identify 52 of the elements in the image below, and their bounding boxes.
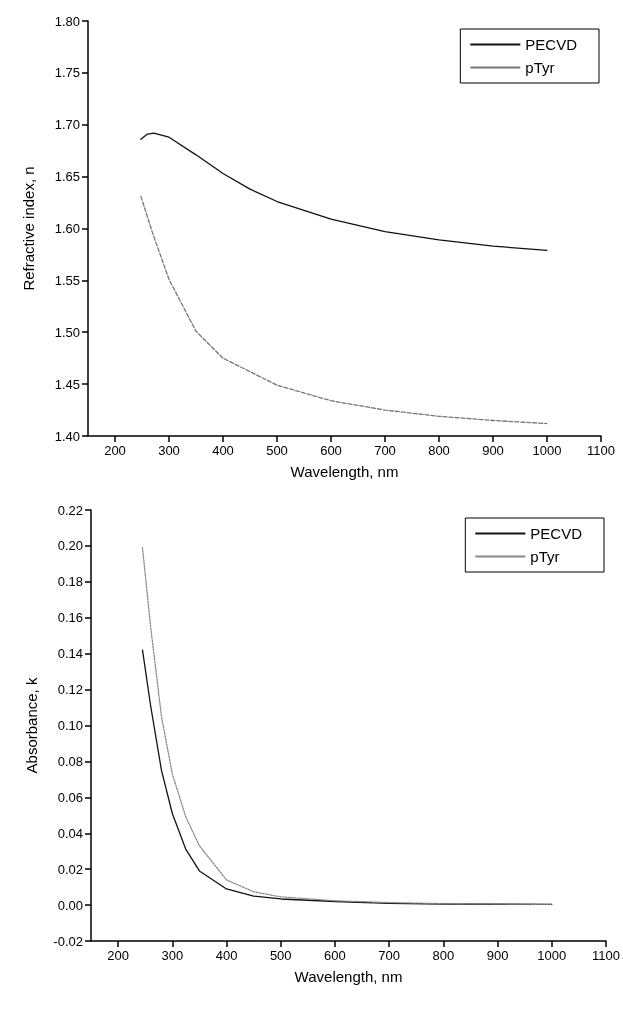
y-axis-title: Refractive index, n: [20, 166, 37, 291]
y-tick-label: 1.75: [54, 65, 80, 81]
x-tick-label: 1000: [532, 443, 562, 458]
x-axis-title: Wavelength, nm: [290, 463, 399, 480]
legend-label: pTyr: [525, 59, 555, 76]
x-tick-label: 1100: [587, 443, 615, 458]
x-tick-label: 200: [107, 948, 129, 963]
y-tick-label: 1.50: [54, 324, 80, 340]
x-tick-label: 400: [212, 443, 234, 458]
x-tick-label: 600: [320, 443, 342, 458]
y-tick-label: 0.20: [57, 538, 83, 554]
y-tick-label: 0.08: [57, 753, 83, 769]
x-tick-label: 800: [432, 948, 455, 963]
y-tick-label: 1.40: [54, 428, 80, 444]
y-tick-label: 0.00: [57, 897, 83, 913]
y-tick-label: 1.55: [54, 272, 80, 288]
x-tick-label: 1100: [592, 948, 620, 963]
x-tick-label: 300: [161, 948, 184, 963]
legend-label: PECVD: [530, 525, 583, 542]
x-tick-label: 400: [215, 948, 238, 963]
line-series: [140, 195, 548, 425]
x-tick-label: 300: [158, 443, 180, 458]
line-series: [140, 132, 548, 251]
x-tick-label: 200: [104, 443, 126, 458]
y-tick-label: 0.18: [57, 574, 83, 590]
x-tick-label: 500: [266, 443, 288, 458]
legend-label: pTyr: [530, 548, 560, 565]
y-axis-title: Absorbance, k: [23, 677, 40, 774]
y-tick-label: 0.22: [57, 502, 83, 518]
y-tick-label: 1.45: [54, 376, 80, 392]
x-tick-label: 1000: [537, 948, 567, 963]
y-tick-label: 0.14: [57, 646, 83, 662]
y-tick-label: 1.65: [54, 169, 80, 185]
y-tick-label: 0.10: [57, 718, 83, 733]
y-tick-label: -0.02: [53, 933, 83, 949]
x-tick-label: 800: [428, 443, 450, 458]
y-tick-label: 0.06: [57, 789, 83, 805]
x-tick-label: 500: [269, 948, 292, 963]
y-tick-label: 1.60: [54, 221, 80, 236]
x-tick-label: 900: [486, 948, 509, 963]
x-tick-label: 700: [374, 443, 396, 458]
y-tick-label: 0.16: [57, 610, 83, 626]
legend-label: PECVD: [525, 36, 578, 53]
y-tick-label: 1.70: [54, 117, 80, 133]
x-tick-label: 600: [324, 948, 346, 963]
y-tick-label: 0.02: [57, 861, 83, 877]
y-tick-label: 0.04: [57, 825, 83, 841]
x-axis-title: Wavelength, nm: [294, 968, 403, 985]
y-tick-label: 1.80: [54, 13, 80, 29]
x-tick-label: 700: [378, 948, 401, 963]
y-tick-label: 0.12: [57, 682, 83, 698]
x-tick-label: 900: [482, 443, 504, 458]
